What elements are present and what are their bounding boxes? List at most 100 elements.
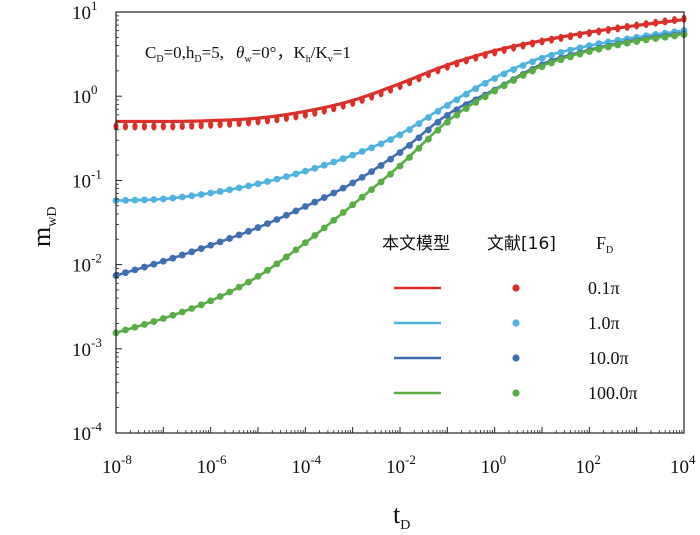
reference-point (558, 56, 565, 63)
reference-point (283, 212, 290, 219)
reference-point (236, 184, 243, 191)
legend-fd-value-4: 100.0π (588, 383, 638, 403)
y-tick-label: 10-1 (72, 166, 102, 192)
reference-point (303, 111, 308, 119)
reference-point (132, 267, 139, 274)
reference-point (142, 123, 147, 131)
reference-point (150, 261, 157, 268)
reference-point (207, 242, 214, 249)
reference-point (501, 82, 508, 89)
reference-point (671, 33, 678, 40)
reference-point (208, 121, 213, 129)
reference-point (132, 123, 137, 131)
reference-point (435, 66, 440, 74)
reference-point (624, 40, 631, 47)
reference-point (539, 37, 544, 45)
reference-point (633, 38, 640, 45)
reference-point (595, 46, 602, 53)
reference-point (464, 56, 469, 64)
y-tick-label: 10-3 (72, 335, 102, 361)
reference-point (406, 154, 413, 161)
reference-point (274, 260, 281, 267)
reference-point (198, 301, 205, 308)
x-tick-label: 10-4 (291, 452, 321, 478)
reference-point (302, 168, 309, 175)
reference-point (255, 117, 260, 125)
reference-point (198, 191, 205, 198)
reference-point (491, 88, 498, 95)
reference-point (530, 39, 535, 47)
reference-point (662, 17, 667, 25)
reference-point (426, 70, 431, 78)
reference-point (292, 208, 299, 215)
reference-point (349, 152, 356, 159)
y-tick-label: 10-4 (72, 419, 102, 445)
reference-point (606, 26, 611, 34)
reference-point (482, 93, 489, 100)
reference-point (472, 85, 479, 92)
reference-point (434, 127, 441, 134)
reference-point (378, 179, 385, 186)
reference-point (425, 126, 432, 133)
reference-point (132, 324, 139, 331)
reference-point (188, 305, 195, 312)
reference-point (169, 312, 176, 319)
reference-point (397, 163, 404, 170)
reference-point (425, 114, 432, 121)
reference-point (501, 71, 508, 78)
reference-point (122, 269, 129, 276)
reference-point (520, 72, 527, 79)
legend-dot-2 (512, 319, 519, 326)
legend-reference-header: 文献[16] (487, 234, 556, 254)
reference-point (122, 197, 129, 204)
reference-point (255, 180, 262, 187)
reference-point (284, 114, 289, 122)
reference-point (246, 118, 251, 126)
reference-point (406, 142, 413, 149)
reference-point (643, 37, 650, 44)
reference-point (151, 123, 156, 131)
reference-point (416, 74, 421, 82)
reference-point (368, 168, 375, 175)
reference-point (255, 273, 262, 280)
reference-point (378, 140, 385, 147)
reference-point (586, 48, 593, 55)
reference-point (378, 162, 385, 169)
reference-point (160, 315, 167, 322)
reference-point (510, 66, 517, 73)
reference-point (425, 136, 432, 143)
reference-point (123, 123, 128, 131)
reference-point (463, 105, 470, 112)
reference-point (387, 171, 394, 178)
reference-point (293, 112, 298, 120)
reference-point (311, 232, 318, 239)
reference-point (265, 116, 270, 124)
reference-point (217, 238, 224, 245)
reference-point (179, 309, 186, 316)
reference-point (397, 82, 402, 90)
reference-point (349, 201, 356, 208)
reference-point (397, 132, 404, 139)
reference-point (558, 49, 565, 56)
reference-point (189, 122, 194, 130)
legend-fd-header: FD (596, 233, 613, 256)
reference-point (264, 178, 271, 185)
reference-point (434, 119, 441, 126)
reference-point (179, 252, 186, 259)
reference-point (227, 120, 232, 128)
reference-point (322, 107, 327, 115)
reference-point (567, 53, 574, 60)
reference-point (662, 34, 669, 41)
reference-point (349, 180, 356, 187)
x-tick-label: 104 (670, 452, 696, 478)
reference-point (350, 99, 355, 107)
reference-point (387, 136, 394, 143)
legend-dot-4 (512, 389, 519, 396)
reference-point (341, 102, 346, 110)
reference-point (510, 77, 517, 84)
reference-point (132, 197, 139, 204)
legend-model-header: 本文模型 (382, 234, 450, 254)
reference-point (529, 68, 536, 75)
reference-point (312, 109, 317, 117)
legend-fd-value-1: 0.1π (588, 278, 620, 298)
